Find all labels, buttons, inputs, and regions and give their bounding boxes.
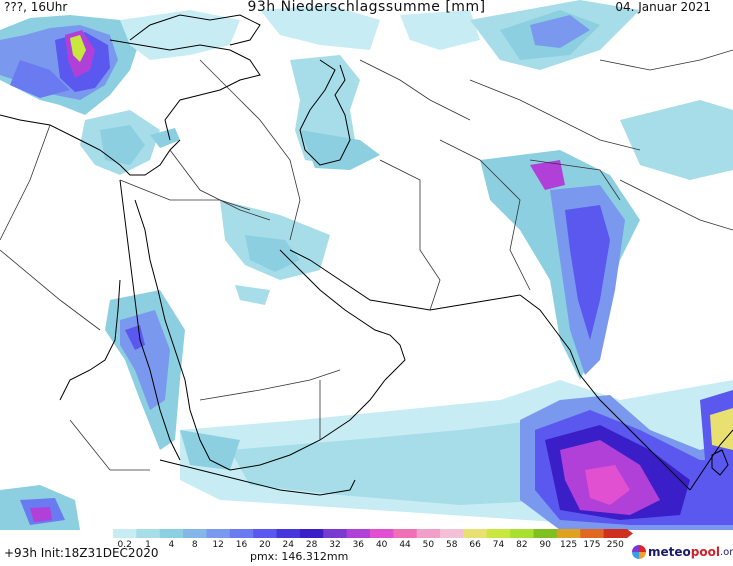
legend-label: 250: [607, 540, 624, 550]
coast-india-w: [519, 294, 691, 491]
logo-text-b: pool: [690, 545, 720, 559]
coast-iran-s: [289, 249, 521, 311]
logo-text-a: meteo: [648, 545, 691, 559]
legend-label: 0.2: [118, 540, 132, 550]
meteopool-logo-icon: [632, 545, 646, 559]
borders: [0, 49, 733, 471]
legend-labels: 0.2 1 4 8 12 16 20 24 28 32 36 40 44 50 58 66 74 82 90 125 1…: [118, 540, 625, 550]
legend-label: 74: [493, 540, 505, 550]
legend-swatch: [393, 529, 418, 538]
legend-label: 58: [446, 540, 458, 550]
legend-swatch: [276, 529, 301, 538]
coast-gulf: [279, 249, 406, 381]
legend-label: 66: [469, 540, 481, 550]
coast-turkey: [109, 39, 261, 141]
legend-swatch: [253, 529, 278, 538]
legend-swatch: [323, 529, 348, 538]
coast-somalia: [159, 459, 356, 496]
legend-label: 24: [283, 540, 295, 550]
precip-aegean-tail: [10, 60, 70, 98]
legend-swatch: [556, 529, 581, 538]
legend-arrow: [627, 529, 633, 538]
legend-label: 36: [353, 540, 365, 550]
legend-label: 90: [540, 540, 552, 550]
map-title: 93h Niederschlagssumme [mm]: [247, 0, 486, 15]
legend-swatch: [416, 529, 441, 538]
header-left-label: ???, 16Uhr: [4, 0, 68, 14]
legend-swatch: [159, 529, 184, 538]
precip-kashmir: [530, 160, 565, 190]
legend-swatch: [183, 529, 207, 538]
legend-swatch: [136, 529, 161, 538]
coast-redsea-e: [134, 199, 231, 471]
precip-arabsea-3: [180, 430, 240, 470]
legend-swatch: [229, 529, 254, 538]
legend-label: 20: [259, 540, 271, 550]
coast-caspian: [299, 59, 351, 166]
precip-india-core: [565, 205, 610, 340]
legend-swatch: [580, 529, 605, 538]
legend-swatch: [440, 529, 464, 538]
precip-russia: [260, 5, 380, 50]
coast-africa-w: [59, 279, 121, 401]
map-date: 04. Januar 2021: [615, 0, 711, 14]
legend-label: 82: [516, 540, 527, 550]
legend-label: 40: [376, 540, 388, 550]
legend-swatch: [463, 529, 488, 538]
legend-label: 50: [423, 540, 435, 550]
legend-swatch: [206, 529, 231, 538]
init-label: +93h Init:18Z31DEC2020: [4, 546, 159, 560]
legend-swatch: [346, 529, 371, 538]
legend-label: 175: [583, 540, 600, 550]
precip-cyprus: [150, 128, 180, 148]
precip-caspian-s: [300, 130, 380, 170]
legend-swatch: [510, 529, 535, 538]
legend-label: 28: [306, 540, 318, 550]
legend-swatch: [370, 529, 394, 538]
precip-levant-2: [100, 125, 145, 165]
legend-label: 1: [145, 540, 151, 550]
legend-swatch: [603, 529, 628, 538]
legend-label: 32: [329, 540, 340, 550]
precip-ne-3: [530, 15, 590, 48]
legend-label: 8: [192, 540, 198, 550]
pmx-label: pmx: 146.312mm: [250, 550, 349, 563]
legend-label: 4: [169, 540, 175, 550]
precip-gulf: [235, 285, 270, 305]
coast-india-e: [689, 429, 733, 491]
coast-blacksea: [129, 14, 261, 46]
precip-redsea-3: [125, 325, 145, 350]
legend-swatch: [486, 529, 511, 538]
precip-aegean-max: [70, 35, 86, 62]
coastlines: [0, 14, 733, 496]
precip-tibet: [620, 100, 733, 180]
coast-redsea-w: [119, 179, 181, 461]
precip-iraq-2: [245, 235, 300, 272]
legend-swatch: [533, 529, 558, 538]
coast-mediterranean: [0, 114, 181, 176]
logo-text-c: .org: [719, 546, 733, 558]
precip-ethiopia-3: [30, 507, 52, 522]
legend-label: 12: [212, 540, 223, 550]
precip-kazakh: [400, 10, 480, 50]
coast-srilanka: [711, 449, 729, 476]
precip-south-5: [585, 465, 630, 505]
precip-turkey: [120, 10, 240, 60]
legend-label: 44: [399, 540, 411, 550]
precip-layer: [0, 0, 733, 530]
legend-label: 125: [560, 540, 577, 550]
precip-horn: [250, 465, 305, 485]
legend-swatch: [299, 529, 324, 538]
legend-label: 16: [236, 540, 248, 550]
precip-arabsea-2: [230, 420, 600, 505]
legend-swatch: [113, 529, 137, 538]
precip-srilanka-core: [710, 408, 733, 450]
legend-bar: [113, 529, 633, 538]
